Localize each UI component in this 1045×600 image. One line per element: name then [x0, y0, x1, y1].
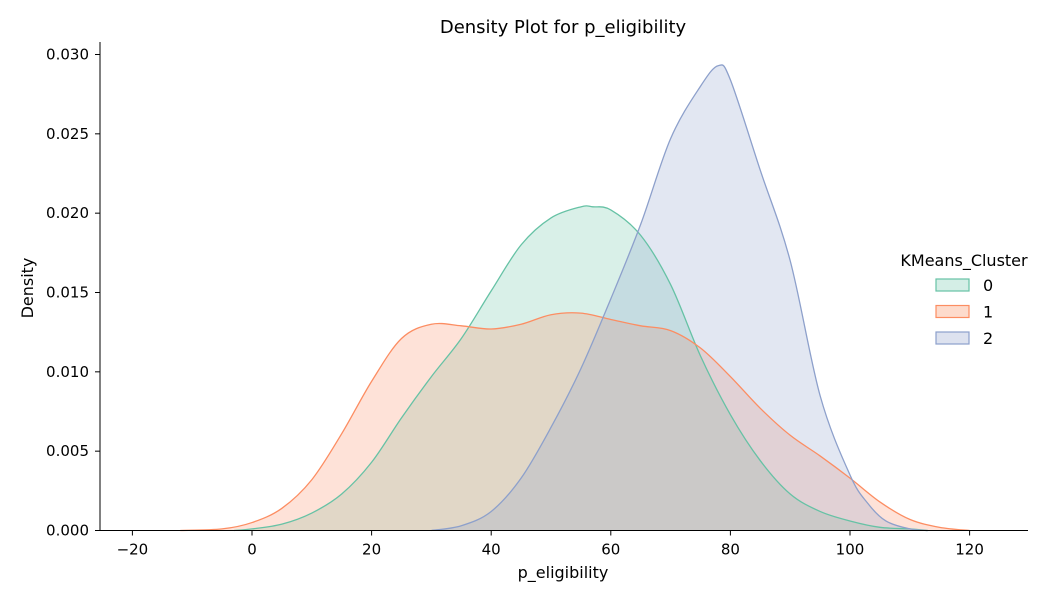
x-tick-label: 0: [247, 541, 257, 559]
x-tick-label: 120: [955, 541, 984, 559]
x-axis-ticks: −20 0 20 40 60 80 100 120: [117, 530, 984, 559]
x-tick-label: −20: [117, 541, 149, 559]
y-tick-label: 0.005: [46, 442, 89, 460]
y-tick-label: 0.030: [46, 46, 89, 64]
x-tick-label: 100: [836, 541, 865, 559]
density-line-cluster-1: [180, 312, 970, 532]
legend-label-cluster-1: 1: [983, 303, 993, 322]
x-tick-label: 20: [362, 541, 381, 559]
legend-items: 0 1 2: [935, 276, 993, 348]
y-axis-ticks: 0.000 0.005 0.010 0.015 0.020 0.025 0.030: [46, 46, 100, 540]
legend-swatch-cluster-1: [935, 304, 970, 319]
x-tick-label: 80: [721, 541, 740, 559]
y-tick-label: 0.015: [46, 284, 89, 302]
y-tick-label: 0.020: [46, 204, 89, 222]
y-tick-label: 0.025: [46, 125, 89, 143]
x-tick-label: 40: [482, 541, 501, 559]
x-tick-label: 60: [601, 541, 620, 559]
y-tick-label: 0.010: [46, 363, 89, 381]
legend-label-cluster-2: 2: [983, 329, 993, 348]
density-line-cluster-2: [431, 64, 928, 532]
chart-title: Density Plot for p_eligibility: [440, 17, 687, 38]
density-area-cluster-2: [431, 64, 928, 531]
legend-swatch-cluster-0: [935, 278, 970, 292]
axes: [99, 42, 1028, 531]
x-axis-label: p_eligibility: [518, 563, 609, 583]
y-tick-label: 0.000: [46, 522, 89, 540]
density-curves: [180, 64, 970, 532]
legend: KMeans_Cluster 0 1 2: [900, 251, 1028, 348]
density-line-cluster-0: [234, 205, 928, 532]
y-axis-label: Density: [18, 258, 37, 319]
legend-label-cluster-0: 0: [983, 276, 993, 295]
legend-swatch-cluster-2: [935, 331, 970, 345]
legend-title: KMeans_Cluster: [900, 251, 1028, 271]
